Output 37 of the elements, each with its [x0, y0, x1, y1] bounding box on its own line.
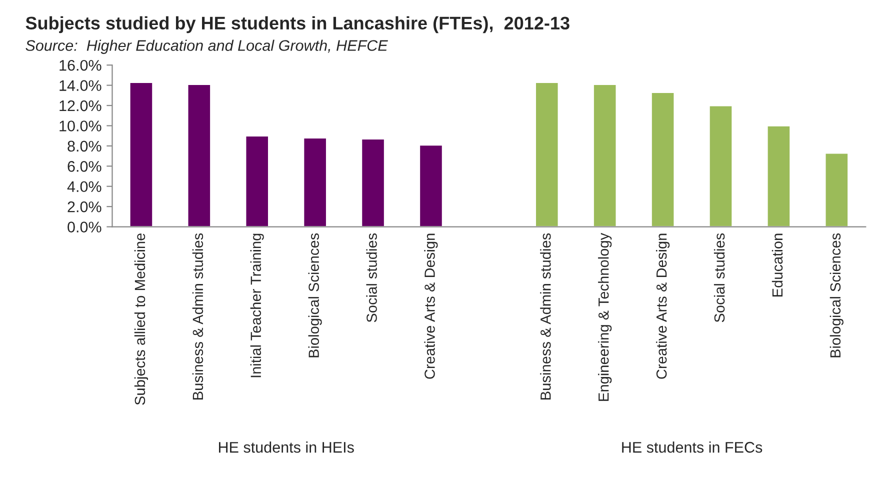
x-tick-label: Social studies: [366, 233, 377, 322]
bar: [302, 137, 328, 227]
bar: [766, 125, 792, 227]
y-tick-label: 6.0%: [68, 161, 102, 172]
x-tick-label: Education: [772, 234, 783, 297]
x-tick-label: Business & Admin studies: [540, 233, 551, 400]
x-tick-label: Initial Teacher Training: [250, 234, 264, 378]
bar: [244, 135, 270, 227]
x-tick-label: Business & Admin studies: [192, 233, 204, 400]
chart-title: Subjects studied by HE students in Lancashire (FTEs), 2012-13: [26, 16, 570, 34]
bar: [360, 138, 386, 227]
bar: [418, 144, 444, 227]
x-tick-label: Creative Arts & Design: [424, 234, 438, 379]
text: HE students in FECs: [622, 442, 762, 453]
x-tick-label: Subjects allied to Medicine: [134, 233, 148, 405]
bar: [592, 84, 618, 227]
x-tick-label: Biological Sciences: [308, 233, 322, 358]
y-tick-label: 10.0%: [60, 120, 102, 132]
bar: [186, 84, 212, 227]
x-tick-label: Biological Sciences: [830, 233, 844, 358]
x-tick-label: Social studies: [714, 233, 725, 322]
y-tick-label: 14.0%: [60, 80, 102, 91]
y-tick-label: 2.0%: [68, 201, 102, 212]
y-tick-label: 12.0%: [60, 100, 102, 112]
y-tick-label: 4.0%: [67, 181, 102, 192]
bar: [128, 82, 154, 227]
bar: [650, 92, 676, 227]
y-tick-label: 0.0%: [68, 222, 102, 232]
text: HE students in HEIs: [218, 442, 354, 453]
x-tick-label: Engineering & Technology: [598, 232, 612, 401]
x-tick-label: Creative Arts & Design: [656, 234, 670, 379]
bar: [824, 152, 849, 227]
y-tick-label: 8.0%: [68, 140, 102, 152]
chart-subtitle: Source: Higher Education and Local Growth, HEFCE: [26, 40, 388, 54]
bar: [708, 104, 734, 227]
y-tick-label: 16.0%: [60, 60, 102, 71]
bar: [534, 82, 560, 227]
